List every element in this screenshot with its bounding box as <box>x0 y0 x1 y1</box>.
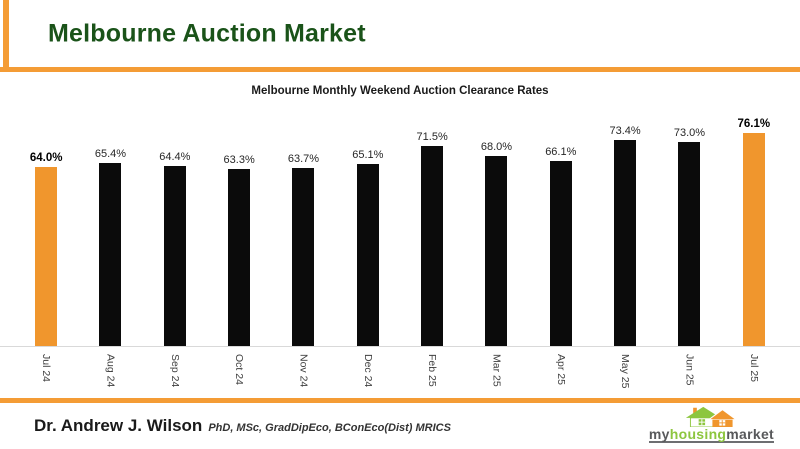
bar-value-label: 64.0% <box>29 152 63 164</box>
x-axis-cell: Sep 24 <box>143 347 207 398</box>
footer: Dr. Andrew J. Wilson PhD, MSc, GradDipEc… <box>0 398 800 449</box>
author-name: Dr. Andrew J. Wilson <box>34 416 203 435</box>
x-axis-label: Apr 25 <box>554 354 567 385</box>
x-axis-label: Dec 24 <box>361 354 374 388</box>
plot-area: 64.0% 65.4% 64.4% 63.3% 63.7% 65.1% 71.5% 68.0%… <box>0 97 800 346</box>
chart-column: 64.0% <box>14 152 78 346</box>
chart-column: 71.5% <box>400 131 464 346</box>
x-axis-label: Aug 24 <box>104 354 117 388</box>
x-axis-cell: May 25 <box>593 347 657 398</box>
logo-wordmark: myhousingmarket <box>648 425 774 444</box>
x-axis-label: Jun 25 <box>683 354 696 386</box>
brand-logo: myhousingmarket <box>648 405 774 444</box>
logo-part-market: market <box>726 425 774 442</box>
bar <box>678 142 701 346</box>
logo-part-my: my <box>648 425 670 442</box>
x-axis: Jul 24 Aug 24 Sep 24 Oct 24 Nov 24 Dec 24 Feb … <box>0 346 800 398</box>
bar-value-label: 63.7% <box>287 153 320 165</box>
chart-column: 76.1% <box>722 118 786 346</box>
author-credentials: PhD, MSc, GradDipEco, BConEco(Dist) MRIC… <box>208 422 451 434</box>
bar <box>228 169 251 346</box>
bar <box>549 161 572 346</box>
chart-title: Melbourne Monthly Weekend Auction Cleara… <box>251 85 549 97</box>
bar-highlighted <box>35 167 58 346</box>
bar <box>614 140 637 346</box>
x-axis-cell: Dec 24 <box>336 347 400 398</box>
header-accent-bar <box>3 0 9 67</box>
x-axis-cell: Feb 25 <box>400 347 464 398</box>
x-axis-label: May 25 <box>619 354 632 389</box>
x-axis-cell: Mar 25 <box>464 347 528 398</box>
bar <box>99 163 122 346</box>
x-axis-cell: Jul 24 <box>14 347 78 398</box>
bar-value-label: 73.0% <box>673 127 706 139</box>
bar <box>163 166 186 346</box>
bar-value-label: 65.4% <box>94 148 127 160</box>
x-axis-label: Feb 25 <box>426 354 439 387</box>
x-axis-label: Sep 24 <box>168 354 181 388</box>
bar-value-label: 68.0% <box>480 141 513 153</box>
bar <box>356 164 379 346</box>
bar-value-label: 66.1% <box>545 146 577 158</box>
x-axis-cell: Nov 24 <box>271 347 335 398</box>
bar-highlighted <box>742 133 765 346</box>
bar-value-label: 71.5% <box>416 131 448 143</box>
page-title: Melbourne Auction Market <box>48 19 366 47</box>
x-axis-label: Nov 24 <box>297 354 310 388</box>
bar-value-label: 63.3% <box>223 154 255 166</box>
bar <box>292 168 315 346</box>
chart-column: 65.4% <box>78 148 142 346</box>
author-line: Dr. Andrew J. Wilson PhD, MSc, GradDipEc… <box>34 416 451 436</box>
chart-column: 63.7% <box>271 153 335 346</box>
chart-column: 66.1% <box>529 146 593 346</box>
logo-houses-icon <box>685 406 738 427</box>
bar-value-label: 64.4% <box>159 151 191 163</box>
x-axis-cell: Oct 24 <box>207 347 271 398</box>
bar-value-label: 65.1% <box>352 149 384 161</box>
x-axis-label: Mar 25 <box>490 354 503 387</box>
chart-column: 73.0% <box>657 127 721 346</box>
chart-column: 65.1% <box>336 149 400 346</box>
x-axis-label: Jul 25 <box>747 354 760 383</box>
chart-column: 64.4% <box>143 151 207 346</box>
x-axis-cell: Aug 24 <box>78 347 142 398</box>
bar <box>421 146 444 346</box>
chart-column: 63.3% <box>207 154 271 346</box>
bar-value-label: 73.4% <box>609 125 641 137</box>
bar-value-label: 76.1% <box>737 118 771 130</box>
x-axis-cell: Jun 25 <box>657 347 721 398</box>
chart-column: 73.4% <box>593 125 657 346</box>
header: Melbourne Auction Market <box>0 0 800 72</box>
x-axis-label: Oct 24 <box>233 354 246 385</box>
x-axis-cell: Apr 25 <box>529 347 593 398</box>
chart: Melbourne Monthly Weekend Auction Cleara… <box>0 72 800 398</box>
chart-column: 68.0% <box>464 141 528 346</box>
x-axis-label: Jul 24 <box>40 354 53 383</box>
x-axis-cell: Jul 25 <box>722 347 786 398</box>
bar <box>485 156 508 346</box>
logo-part-housing: housing <box>669 425 727 442</box>
